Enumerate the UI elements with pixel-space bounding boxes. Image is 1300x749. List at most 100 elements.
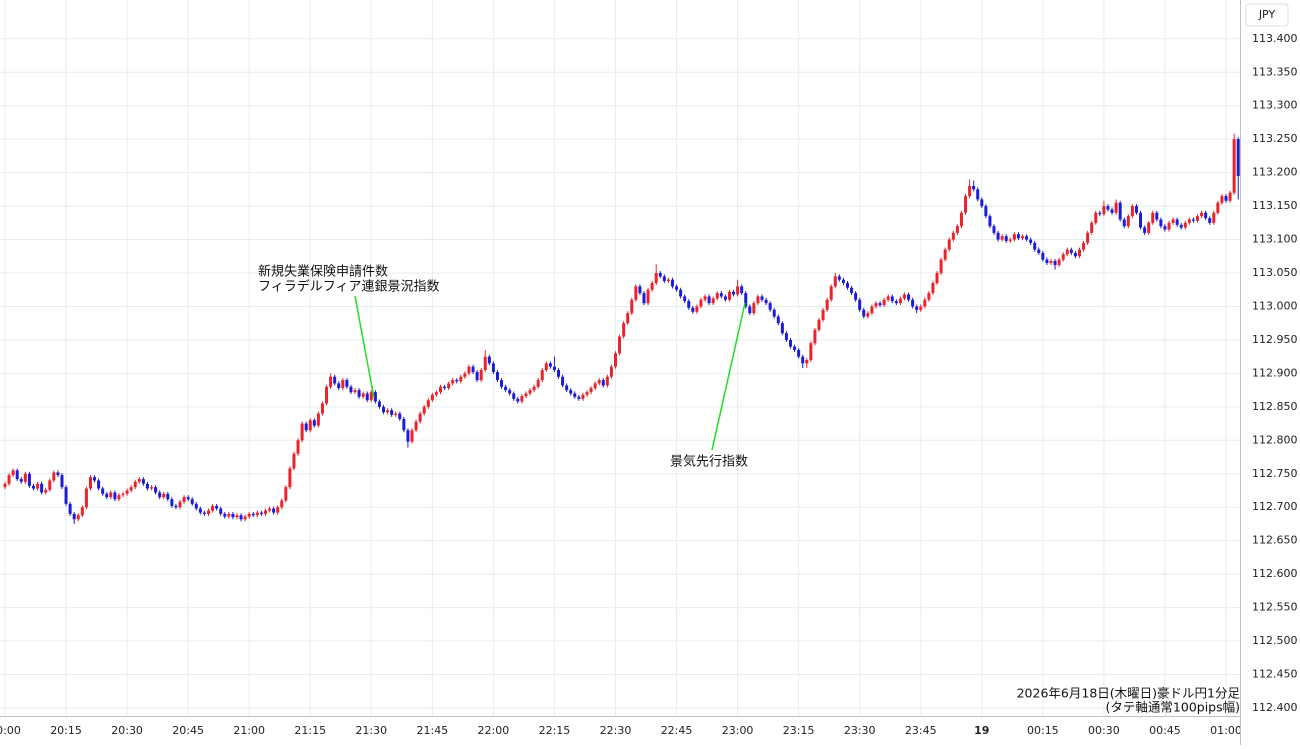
candle-body <box>202 512 206 514</box>
candle-body <box>748 306 752 314</box>
candle-body <box>455 380 459 382</box>
candle-body <box>178 501 182 508</box>
candle-body <box>528 390 532 394</box>
candle-body <box>1004 236 1008 241</box>
x-tick-label: 23:30 <box>844 724 876 737</box>
candle-body <box>1049 260 1053 263</box>
candle-body <box>1082 242 1086 250</box>
y-axis-title: JPY <box>1258 8 1276 21</box>
candle-body <box>1025 236 1029 240</box>
candle-body <box>231 513 235 518</box>
candle-body <box>1143 227 1147 233</box>
candle-body <box>988 216 992 227</box>
grid <box>0 0 1240 716</box>
candle-body <box>736 286 740 295</box>
candle-body <box>601 380 605 386</box>
candle-body <box>394 413 398 415</box>
candle-body <box>1094 212 1098 223</box>
candle-body <box>426 400 430 407</box>
candle-body <box>459 376 463 382</box>
candle-body <box>907 294 911 300</box>
candle-body <box>325 386 329 404</box>
candle-body <box>646 289 650 304</box>
currency-box <box>1245 3 1289 27</box>
y-tick-label: 112.550 <box>1252 601 1298 614</box>
candle-body <box>1122 219 1126 227</box>
candle-body <box>1147 222 1151 233</box>
candle-body <box>1077 249 1081 257</box>
candle-body <box>1041 252 1045 260</box>
candle-body <box>1012 234 1016 240</box>
candle-body <box>996 232 1000 240</box>
candle-body <box>764 299 768 304</box>
candle-body <box>117 495 121 500</box>
candle-body <box>443 386 447 389</box>
candle-body <box>1139 212 1143 228</box>
candle-body <box>198 508 202 513</box>
candle-body <box>56 472 60 476</box>
candle-body <box>1021 236 1024 239</box>
y-tick-label: 113.200 <box>1252 166 1298 179</box>
y-tick-label: 112.950 <box>1252 333 1298 346</box>
candle-body <box>109 492 113 498</box>
candle-body <box>276 507 280 513</box>
candle-body <box>1114 202 1118 213</box>
candle-body <box>634 286 638 300</box>
candle-body <box>1130 206 1134 217</box>
candle-body <box>170 499 174 506</box>
candle-body <box>557 370 561 377</box>
candle-body <box>711 298 715 304</box>
candle-body <box>166 493 170 500</box>
candle-body <box>430 394 434 401</box>
x-tick-label: 20:30 <box>111 724 143 737</box>
candle-body <box>593 383 597 389</box>
candle-body <box>577 396 581 399</box>
candle-body <box>670 279 674 287</box>
candle-body <box>780 323 784 334</box>
candle-body <box>479 370 483 381</box>
x-tick-label: 23:00 <box>722 724 754 737</box>
candle-body <box>707 296 711 304</box>
candle-body <box>1118 202 1122 220</box>
candle-body <box>320 403 324 414</box>
candle-body <box>219 508 223 514</box>
candle-body <box>382 406 386 413</box>
candle-body <box>561 376 565 386</box>
price-axis-panel <box>1240 0 1300 745</box>
candle-body <box>744 293 748 307</box>
candle-body <box>683 296 687 302</box>
candle-body <box>259 512 263 514</box>
candle-body <box>80 507 84 516</box>
candle-body <box>825 299 829 310</box>
candle-body <box>1110 209 1114 213</box>
candle-body <box>113 492 117 500</box>
candle-body <box>1151 212 1155 223</box>
candle-body <box>817 319 821 330</box>
candle-body <box>84 488 88 508</box>
candle-body <box>902 294 906 299</box>
candle-body <box>31 485 35 489</box>
candle-body <box>1232 139 1236 193</box>
candle-body <box>923 299 927 307</box>
candle-body <box>1183 222 1187 228</box>
candle-body <box>935 273 939 284</box>
candle-body <box>548 363 552 367</box>
candle-body <box>88 477 92 489</box>
candle-body <box>1179 224 1183 228</box>
candle-body <box>654 273 658 284</box>
candle-body <box>36 483 40 489</box>
y-tick-label: 113.050 <box>1252 266 1298 279</box>
candle-body <box>48 480 52 490</box>
candle-body <box>809 343 813 361</box>
candle-body <box>992 226 996 233</box>
candle-body <box>125 490 129 494</box>
y-tick-label: 112.400 <box>1252 701 1298 714</box>
candle-body <box>691 307 695 312</box>
candle-body <box>316 413 320 426</box>
candle-body <box>243 516 247 520</box>
x-tick-label: 00:15 <box>1027 724 1059 737</box>
candle-body <box>410 430 414 442</box>
candle-body <box>650 283 654 290</box>
candle-body <box>349 386 353 393</box>
